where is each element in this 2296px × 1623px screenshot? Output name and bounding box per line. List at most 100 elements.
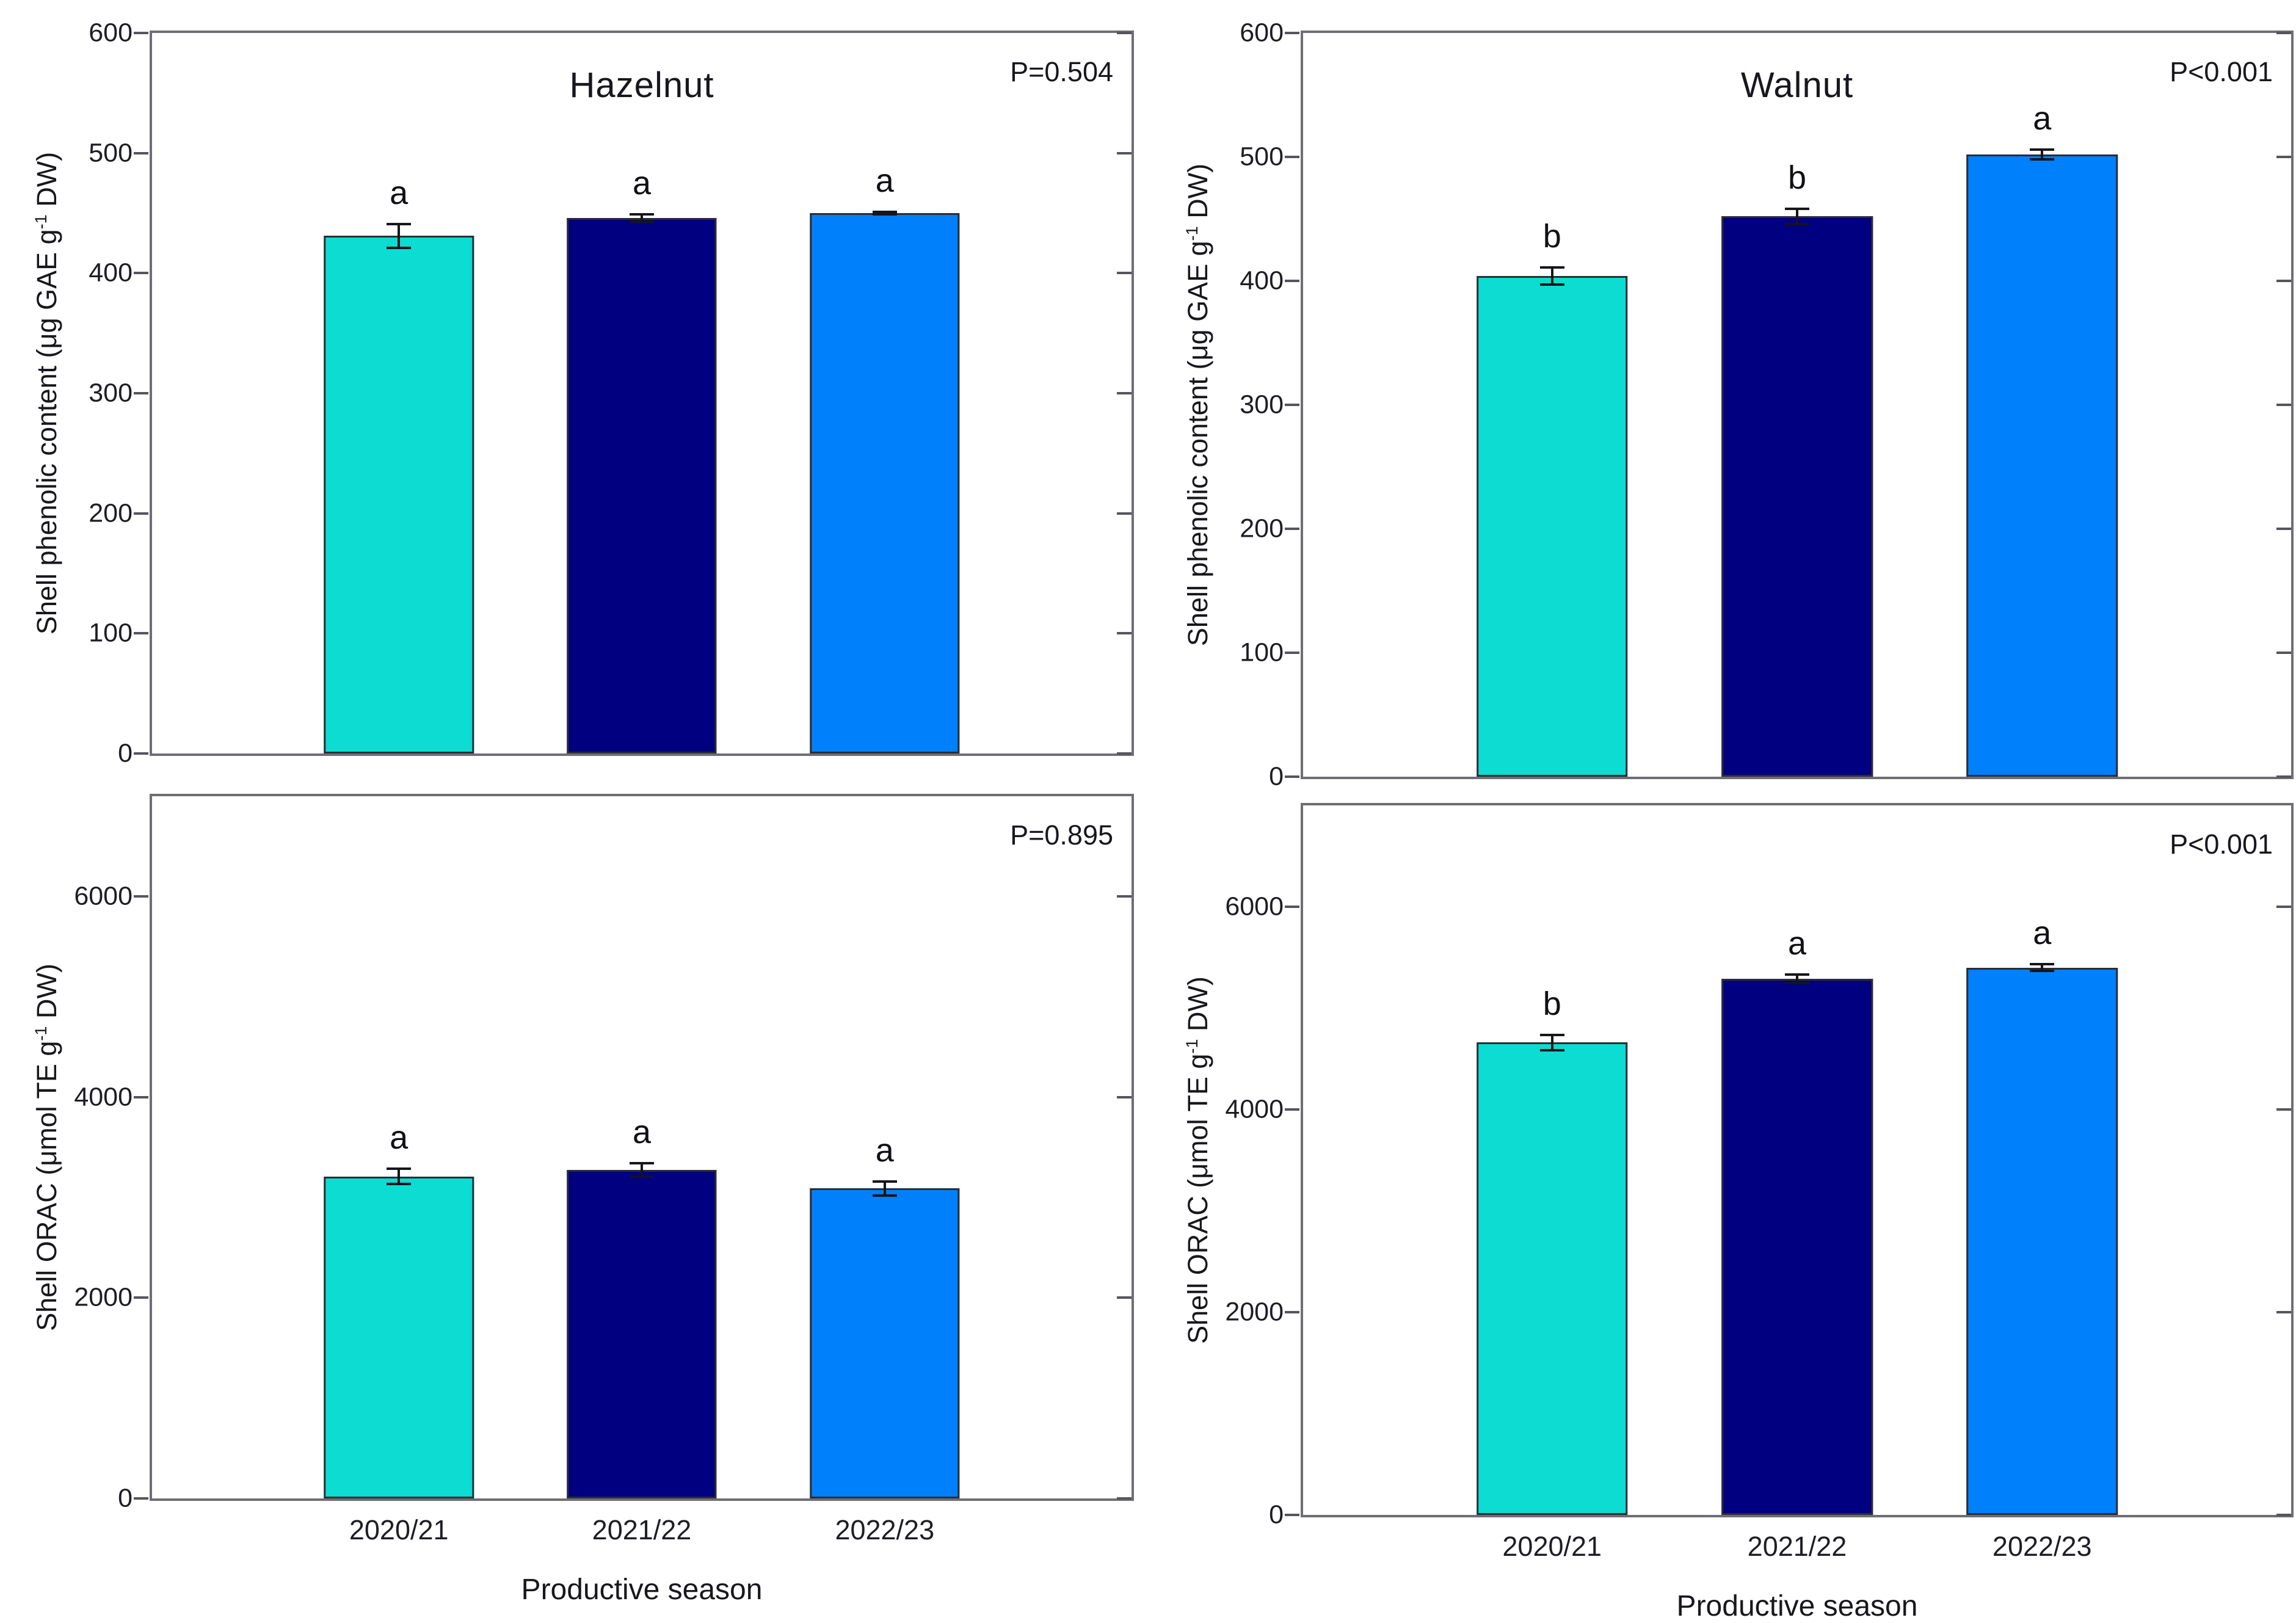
bar-season-2020-21 xyxy=(1476,275,1628,777)
y-tick-label: 4000 xyxy=(74,1082,133,1112)
error-bar xyxy=(2030,963,2055,973)
error-bar-part xyxy=(2041,148,2044,161)
significance-letter: b xyxy=(1787,159,1807,197)
p-value-label: P=0.895 xyxy=(1010,819,1113,851)
y-tick-mark-left xyxy=(1285,1514,1299,1516)
error-bar-part xyxy=(398,222,401,249)
y-tick-label: 300 xyxy=(1240,390,1284,419)
y-tick-mark-right xyxy=(2276,1108,2291,1111)
error-bar-part xyxy=(2030,970,2055,973)
x-tick-label: 2022/23 xyxy=(1992,1531,2092,1562)
y-tick-mark-right xyxy=(2276,32,2291,34)
y-tick-mark-left xyxy=(134,392,148,394)
p-value-label: P<0.001 xyxy=(2170,56,2273,87)
error-bar-part xyxy=(1539,1033,1564,1036)
y-axis-title-text: Shell ORAC (μmol TE g xyxy=(1182,1053,1213,1344)
y-tick-mark-right xyxy=(2276,155,2291,158)
error-bar-part xyxy=(2041,963,2044,973)
error-bar-part xyxy=(872,212,897,216)
error-bar xyxy=(872,1180,897,1197)
y-axis-title-text: Shell phenolic content (μg GAE g xyxy=(1182,241,1213,647)
error-bar xyxy=(1539,266,1564,286)
y-tick-mark-left xyxy=(134,272,148,275)
y-axis-title-unit: DW) xyxy=(1182,163,1213,227)
y-axis-title: Shell ORAC (μmol TE g-1 DW) xyxy=(1182,976,1214,1344)
error-bar xyxy=(387,1167,412,1186)
error-bar-part xyxy=(387,1167,412,1170)
x-axis-title: Productive season xyxy=(1676,1590,1918,1622)
error-bar-part xyxy=(2030,148,2055,151)
y-tick-mark-left xyxy=(1285,775,1299,778)
significance-letter: a xyxy=(875,1132,894,1169)
chart-title: Hazelnut xyxy=(569,65,714,105)
error-bar xyxy=(630,213,654,223)
bar-season-2022-23 xyxy=(810,213,960,753)
y-axis-title-unit: DW) xyxy=(31,964,62,1026)
y-tick-mark-left xyxy=(1285,527,1299,530)
error-bar-part xyxy=(2030,963,2055,966)
error-bar xyxy=(2030,148,2055,161)
y-tick-label: 4000 xyxy=(1225,1094,1284,1124)
bar-season-2020-21 xyxy=(1476,1042,1628,1515)
error-bar-part xyxy=(1785,973,1809,976)
bar-season-2021-22 xyxy=(567,1169,717,1498)
y-tick-label: 500 xyxy=(1240,142,1284,172)
error-bar xyxy=(387,222,412,249)
y-axis-title-superscript: -1 xyxy=(32,1026,50,1041)
error-bar-part xyxy=(630,220,654,223)
y-tick-mark-left xyxy=(134,895,148,898)
y-tick-mark-left xyxy=(134,512,148,515)
error-bar-part xyxy=(641,213,643,223)
y-tick-mark-left xyxy=(1285,404,1299,406)
y-tick-mark-right xyxy=(2276,775,2291,778)
significance-letter: a xyxy=(632,165,652,202)
y-tick-mark-right xyxy=(2276,279,2291,282)
bar-season-2022-23 xyxy=(810,1188,960,1498)
chart-panel-walnut-orac: P<0.001 Shell ORAC (μmol TE g-1 DW) Prod… xyxy=(1182,803,2294,1622)
y-axis-title-text: Shell ORAC (μmol TE g xyxy=(31,1040,62,1331)
y-axis-title-superscript: -1 xyxy=(32,214,50,230)
y-tick-mark-left xyxy=(134,151,148,154)
error-bar-part xyxy=(630,1161,654,1164)
y-tick-mark-right xyxy=(1117,32,1132,34)
x-tick-label: 2020/21 xyxy=(1502,1531,1602,1562)
bar-season-2020-21 xyxy=(324,1176,474,1498)
y-tick-label: 100 xyxy=(89,618,133,648)
y-tick-label: 6000 xyxy=(1225,891,1284,921)
y-tick-label: 100 xyxy=(1240,637,1284,667)
error-bar-part xyxy=(872,1194,897,1197)
chart-panel-hazelnut-orac: P=0.895 Shell ORAC (μmol TE g-1 DW) Prod… xyxy=(31,794,1134,1606)
y-tick-mark-right xyxy=(1117,752,1132,755)
error-bar-part xyxy=(1539,1049,1564,1052)
error-bar-part xyxy=(1785,982,1809,984)
significance-letter: a xyxy=(632,1113,652,1150)
y-tick-mark-right xyxy=(1117,1296,1132,1299)
y-tick-mark-right xyxy=(2276,905,2291,908)
y-tick-mark-right xyxy=(1117,512,1132,515)
error-bar-part xyxy=(387,247,412,249)
y-tick-mark-right xyxy=(1117,151,1132,154)
y-tick-mark-right xyxy=(2276,652,2291,654)
error-bar-part xyxy=(387,1183,412,1186)
y-tick-mark-left xyxy=(1285,155,1299,158)
significance-letter: b xyxy=(1542,217,1561,255)
y-tick-label: 400 xyxy=(1240,266,1284,296)
significance-letter: a xyxy=(2033,100,2052,137)
y-tick-mark-left xyxy=(134,1095,148,1098)
error-bar-part xyxy=(872,211,897,214)
y-tick-mark-right xyxy=(2276,527,2291,530)
y-tick-mark-left xyxy=(1285,652,1299,654)
bar-season-2021-22 xyxy=(567,217,717,753)
x-tick-label: 2020/21 xyxy=(349,1514,449,1545)
y-tick-label: 0 xyxy=(118,1483,133,1513)
chart-panel-walnut-phenolic: Walnut P<0.001 Shell phenolic content (μ… xyxy=(1182,18,2294,791)
error-bar-part xyxy=(1796,973,1798,984)
error-bar-part xyxy=(1550,266,1553,286)
y-tick-label: 2000 xyxy=(74,1282,133,1312)
y-tick-mark-right xyxy=(2276,404,2291,406)
y-axis-title-superscript: -1 xyxy=(1183,1039,1201,1054)
y-tick-label: 500 xyxy=(89,138,133,168)
y-tick-label: 300 xyxy=(89,378,133,408)
x-axis-title: Productive season xyxy=(521,1574,763,1606)
